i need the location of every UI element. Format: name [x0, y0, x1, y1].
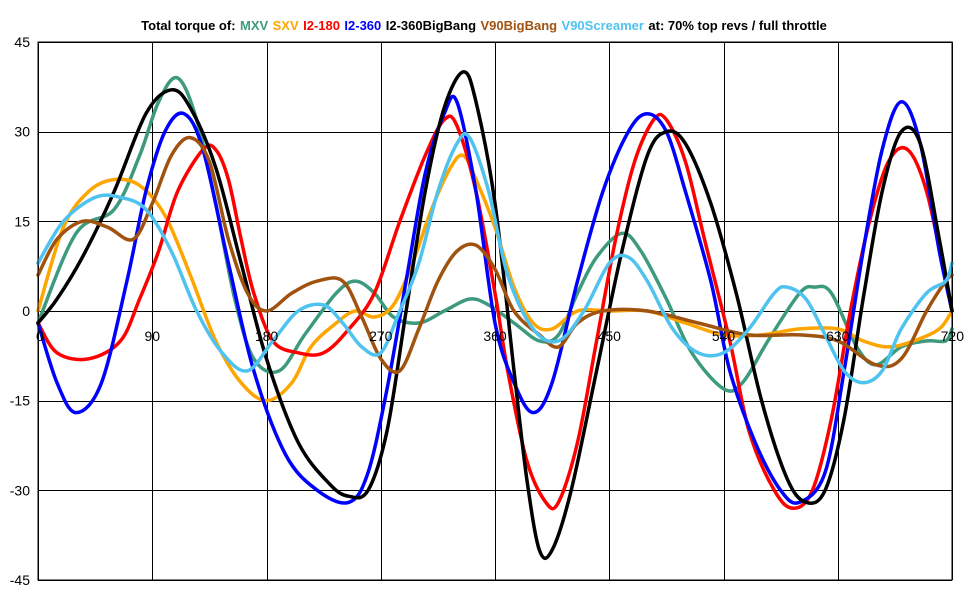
series-line-i2-180: [36, 112, 954, 511]
title-part-4: I2-360: [344, 18, 381, 33]
y-axis-ticks: 45 30 15 0 -15 -30 -45: [10, 34, 30, 588]
x-tick-label: 90: [144, 328, 160, 344]
series-line-sxv: [36, 153, 954, 403]
y-tick-label: -15: [10, 393, 30, 409]
y-tick-label: 30: [14, 124, 30, 140]
series-line-v90bigbang: [36, 135, 954, 375]
y-tick-label: -45: [10, 572, 30, 588]
title-part-2: SXV: [273, 18, 299, 33]
x-tick-label: 450: [598, 328, 622, 344]
title-part-6: V90BigBang: [481, 18, 558, 33]
title-part-8: at: 70% top revs / full throttle: [648, 18, 826, 33]
title-part-3: I2-180: [303, 18, 340, 33]
x-tick-label: 180: [255, 328, 279, 344]
series-line-i2-360bigbang: [36, 70, 954, 561]
y-tick-label: 15: [14, 213, 30, 229]
title-part-1: MXV: [240, 18, 269, 33]
chart-title: Total torque of: MXV SXV I2-180 I2-360 I…: [141, 17, 827, 34]
title-part-5: I2-360BigBang: [386, 18, 476, 33]
x-tick-label: 360: [483, 328, 507, 344]
x-tick-label: 0: [36, 328, 44, 344]
x-axis-ticks: 0 90 180 270 360 450 540 630 720: [36, 328, 964, 344]
y-tick-label: 0: [22, 303, 30, 319]
series-line-v90screamer: [36, 131, 954, 385]
y-tick-label: 45: [14, 34, 30, 50]
series-group: [36, 70, 954, 561]
series-line-i2-360: [36, 94, 954, 505]
plot-frame: [37, 41, 953, 581]
x-tick-label: 540: [712, 328, 736, 344]
x-tick-label: 630: [826, 328, 850, 344]
y-tick-label: -30: [10, 482, 30, 498]
title-part-0: Total torque of:: [141, 18, 235, 33]
title-part-7: V90Screamer: [562, 18, 644, 33]
x-tick-label: 270: [369, 328, 393, 344]
